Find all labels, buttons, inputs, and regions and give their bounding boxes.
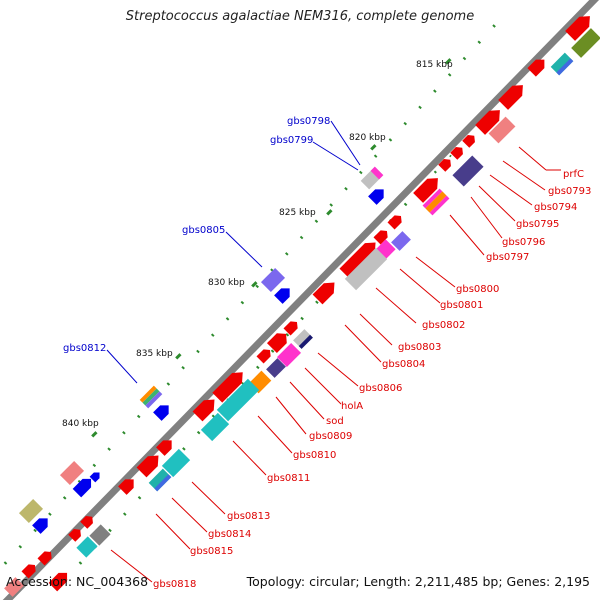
accession-text: Accession: NC_004368 xyxy=(6,574,149,589)
gene-arrow-gbs0801[interactable] xyxy=(339,237,380,279)
gene-label-gbs0811[interactable]: gbs0811 xyxy=(267,473,310,484)
gene-arrow-fwd-10[interactable] xyxy=(68,526,84,542)
gene-label-gbs0818[interactable]: gbs0818 xyxy=(153,579,196,590)
gene-arrow-835a[interactable] xyxy=(153,401,173,421)
gene-box-gbs0797[interactable] xyxy=(422,188,450,216)
gene-label-gbs0794[interactable]: gbs0794 xyxy=(534,202,577,213)
gene-box-gbs0806[interactable] xyxy=(293,329,313,349)
gene-box-sod[interactable] xyxy=(266,358,286,378)
gene-box-gbs0800[interactable] xyxy=(391,231,411,251)
gene-label-gbs0793[interactable]: gbs0793 xyxy=(548,186,591,197)
topology-text: Topology: circular; Length: 2,211,485 bp… xyxy=(246,574,590,589)
gene-gbs0812-box[interactable] xyxy=(139,385,163,409)
gene-gbs0805-box[interactable] xyxy=(260,267,286,293)
tick-label-825: 825 kbp xyxy=(279,208,316,218)
forward-strand-track xyxy=(4,11,600,597)
gene-label-gbs0796[interactable]: gbs0796 xyxy=(502,237,545,248)
gene-box-gbs0796[interactable] xyxy=(452,155,484,187)
tick-mark-825 xyxy=(326,209,333,216)
tick-label-835: 835 kbp xyxy=(136,349,173,359)
gene-arrow-gbs0804[interactable] xyxy=(283,319,301,336)
gene-arrow-fwd-4[interactable] xyxy=(387,213,405,230)
gene-arrow-gbs0818[interactable] xyxy=(48,569,72,592)
gene-box-gbs0802[interactable] xyxy=(344,247,388,291)
gene-arrow-gbs0795[interactable] xyxy=(438,156,454,172)
gene-arrow-830a[interactable] xyxy=(274,284,294,304)
gene-gbs0799-arrow[interactable] xyxy=(368,185,388,205)
gene-box-fwd-4[interactable] xyxy=(4,577,24,597)
gene-arrow-gbs0803[interactable] xyxy=(312,278,340,305)
map-title: Streptococcus agalactiae NEM316, complet… xyxy=(125,9,475,24)
gene-arrow-fwd-8[interactable] xyxy=(118,475,138,495)
gene-label-gbs0806[interactable]: gbs0806 xyxy=(359,383,402,394)
gene-arrow-gbs0809[interactable] xyxy=(212,367,247,403)
gene-label-gbs0800[interactable]: gbs0800 xyxy=(456,284,499,295)
tick-mark-840 xyxy=(91,431,98,438)
gene-arrow-sod[interactable] xyxy=(256,347,274,364)
gene-arrow-fwd-9[interactable] xyxy=(80,513,96,529)
gene-box-holA[interactable] xyxy=(276,342,302,368)
tick-label-815: 815 kbp xyxy=(416,60,453,70)
gene-arrow-845a[interactable] xyxy=(32,514,52,534)
gene-label-gbs0809[interactable]: gbs0809 xyxy=(309,431,352,442)
gene-gbs0798-box[interactable] xyxy=(360,166,384,190)
gene-label-gbs0815[interactable]: gbs0815 xyxy=(190,546,233,557)
gene-label-gbs0801[interactable]: gbs0801 xyxy=(440,300,483,311)
inner-leader-lines xyxy=(110,146,561,583)
gene-label-holA[interactable]: holA xyxy=(341,401,363,412)
gene-label-sod[interactable]: sod xyxy=(326,416,344,427)
gene-label-gbs0814[interactable]: gbs0814 xyxy=(208,529,251,540)
gene-box-fwd-1[interactable] xyxy=(571,28,600,58)
gene-label-gbs0803[interactable]: gbs0803 xyxy=(398,342,441,353)
gene-label-gbs0795[interactable]: gbs0795 xyxy=(516,219,559,230)
gene-arrow-840b[interactable] xyxy=(89,470,103,483)
gene-box-gbs0811[interactable] xyxy=(200,412,230,442)
gene-arrow-fwd-3[interactable] xyxy=(498,80,528,110)
gene-box-fwd-2[interactable] xyxy=(550,52,574,76)
outer-dot-track xyxy=(0,12,507,572)
tick-label-830: 830 kbp xyxy=(208,278,245,288)
tick-label-840: 840 kbp xyxy=(62,419,99,429)
gene-arrow-fwd-5[interactable] xyxy=(192,395,220,422)
gene-label-gbs0804[interactable]: gbs0804 xyxy=(382,359,425,370)
gene-box-gbs0815[interactable] xyxy=(89,524,111,546)
gene-label-gbs0805[interactable]: gbs0805 xyxy=(182,225,225,236)
gene-arrow-gbs0794[interactable] xyxy=(450,144,466,160)
gene-box-840a[interactable] xyxy=(59,460,85,486)
gene-box-fwd-3[interactable] xyxy=(76,536,98,558)
tick-mark-835 xyxy=(175,353,182,360)
gene-label-gbs0812[interactable]: gbs0812 xyxy=(63,343,106,354)
tick-mark-815 xyxy=(445,58,452,65)
gene-arrow-gbs0800[interactable] xyxy=(373,228,391,245)
tick-mark-830 xyxy=(251,281,258,288)
gene-arrow-fwd-1[interactable] xyxy=(565,11,595,41)
gene-arrow-840a[interactable] xyxy=(72,475,96,498)
gene-label-gbs0810[interactable]: gbs0810 xyxy=(293,450,336,461)
gene-arrow-prfc[interactable] xyxy=(475,105,505,135)
gene-box-gbs0810[interactable] xyxy=(216,378,260,422)
gene-box-prfc[interactable] xyxy=(488,116,516,144)
tick-label-820: 820 kbp xyxy=(349,133,386,143)
gene-box-845a[interactable] xyxy=(18,498,44,524)
gene-label-gbs0797[interactable]: gbs0797 xyxy=(486,252,529,263)
gene-label-gbs0798[interactable]: gbs0798 xyxy=(287,116,330,127)
gene-arrow-gbs0793[interactable] xyxy=(462,132,478,148)
gene-arrow-fwd-7[interactable] xyxy=(136,451,164,478)
gene-arrow-fwd-6[interactable] xyxy=(156,436,176,456)
gene-box-gbs0814[interactable] xyxy=(148,468,172,492)
gene-label-gbs0799[interactable]: gbs0799 xyxy=(270,135,313,146)
tick-mark-820 xyxy=(370,144,377,151)
gene-label-gbs0802[interactable]: gbs0802 xyxy=(422,320,465,331)
gene-box-gbs0813[interactable] xyxy=(161,448,191,478)
scale-marks xyxy=(91,58,452,438)
gene-arrow-gbs0797[interactable] xyxy=(413,173,443,203)
gene-label-prfc[interactable]: prfC xyxy=(563,169,584,180)
outer-leader-lines xyxy=(106,120,361,384)
gene-label-gbs0813[interactable]: gbs0813 xyxy=(227,511,270,522)
reverse-strand-track xyxy=(18,166,388,534)
